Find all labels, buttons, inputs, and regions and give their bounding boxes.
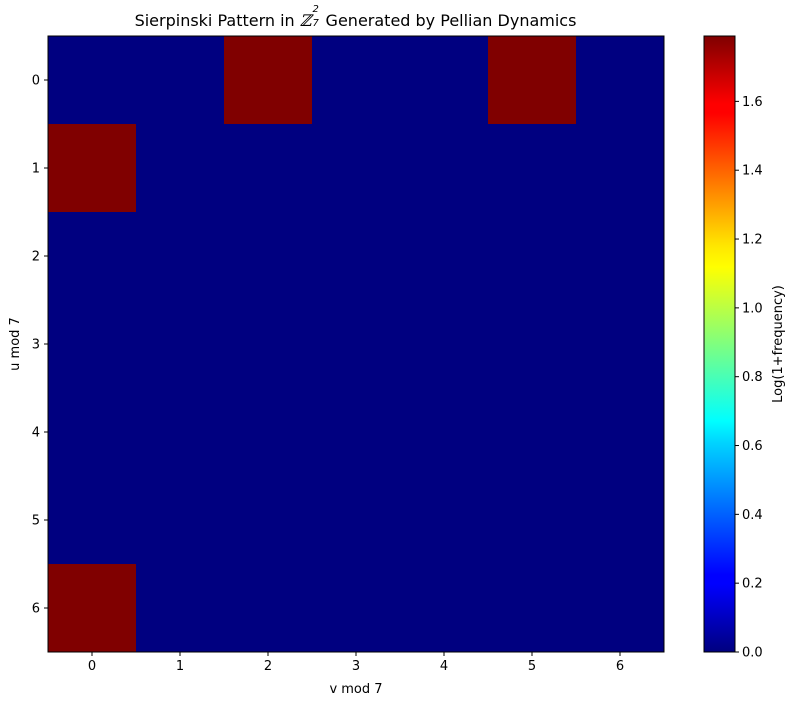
heatmap-cell-r5-c2	[224, 476, 313, 565]
heatmap-cell-r0-c0	[48, 36, 137, 125]
heatmap-cell-r3-c6	[576, 300, 665, 389]
x-tick-label: 6	[616, 659, 624, 674]
x-axis-label: v mod 7	[329, 682, 382, 697]
colorbar-tick-label: 1.6	[742, 95, 763, 110]
heatmap-cell-r3-c3	[312, 300, 401, 389]
y-tick-label: 6	[32, 602, 40, 617]
heatmap-cell-r2-c2	[224, 212, 313, 301]
heatmap-cell-r0-c2	[224, 36, 313, 125]
heatmap-cell-r4-c1	[136, 388, 225, 477]
heatmap-cell-r4-c0	[48, 388, 137, 477]
x-tick-label: 2	[264, 659, 272, 674]
colorbar-tick-label: 0.6	[742, 439, 763, 454]
x-tick-label: 4	[440, 659, 448, 674]
heatmap-cell-r5-c0	[48, 476, 137, 565]
colorbar-tick-label: 0.2	[742, 577, 763, 592]
heatmap-cell-r5-c5	[488, 476, 577, 565]
x-tick-label: 5	[528, 659, 536, 674]
heatmap-cell-r3-c1	[136, 300, 225, 389]
heatmap-cell-r1-c4	[400, 124, 489, 213]
y-axis-label: u mod 7	[8, 317, 23, 371]
y-tick-label: 1	[32, 162, 40, 177]
heatmap-cell-r2-c5	[488, 212, 577, 301]
heatmap-cell-r2-c4	[400, 212, 489, 301]
y-axis: 0 1 2 3 4 5 6	[32, 74, 48, 617]
colorbar-tick-label: 0.8	[742, 370, 763, 385]
heatmap-cell-r5-c6	[576, 476, 665, 565]
heatmap-cell-r6-c3	[312, 564, 401, 653]
heatmap-cell-r4-c5	[488, 388, 577, 477]
heatmap-cell-r4-c2	[224, 388, 313, 477]
colorbar-tick-label: 1.4	[742, 164, 763, 179]
heatmap-cell-r6-c6	[576, 564, 665, 653]
heatmap-cell-r1-c3	[312, 124, 401, 213]
x-tick-label: 0	[88, 659, 96, 674]
x-tick-label: 3	[352, 659, 360, 674]
heatmap-cell-r1-c5	[488, 124, 577, 213]
colorbar	[703, 35, 736, 653]
heatmap-cell-r3-c2	[224, 300, 313, 389]
heatmap-cell-r1-c6	[576, 124, 665, 213]
y-tick-label: 0	[32, 74, 40, 89]
heatmap-cell-r3-c4	[400, 300, 489, 389]
colorbar-ticks: 0.0 0.2 0.4 0.6 0.8 1.0 1.2 1.4 1.6	[735, 95, 763, 661]
heatmap-cell-r0-c5	[488, 36, 577, 125]
heatmap-cell-r5-c3	[312, 476, 401, 565]
heatmap-cell-r3-c0	[48, 300, 137, 389]
heatmap-cell-r6-c2	[224, 564, 313, 653]
heatmap-cell-r6-c0	[48, 564, 137, 653]
colorbar-tick-label: 0.4	[742, 508, 763, 523]
y-tick-label: 2	[32, 250, 40, 265]
heatmap-cell-r5-c1	[136, 476, 225, 565]
heatmap-cells	[48, 36, 665, 653]
heatmap-cell-r2-c3	[312, 212, 401, 301]
heatmap-cell-r0-c6	[576, 36, 665, 125]
y-tick-label: 4	[32, 426, 40, 441]
heatmap-cell-r1-c1	[136, 124, 225, 213]
colorbar-label: Log(1+frequency)	[771, 285, 786, 403]
heatmap-cell-r4-c6	[576, 388, 665, 477]
heatmap-cell-r3-c5	[488, 300, 577, 389]
heatmap-cell-r0-c1	[136, 36, 225, 125]
heatmap-cell-r0-c3	[312, 36, 401, 125]
heatmap-cell-r4-c4	[400, 388, 489, 477]
heatmap-cell-r6-c1	[136, 564, 225, 653]
heatmap-cell-r1-c0	[48, 124, 137, 213]
heatmap-cell-r4-c3	[312, 388, 401, 477]
heatmap-cell-r6-c5	[488, 564, 577, 653]
heatmap-cell-r5-c4	[400, 476, 489, 565]
heatmap-cell-r2-c0	[48, 212, 137, 301]
heatmap-cell-r6-c4	[400, 564, 489, 653]
heatmap-cell-r2-c1	[136, 212, 225, 301]
heatmap-cell-r1-c2	[224, 124, 313, 213]
colorbar-tick-label: 1.0	[742, 301, 763, 316]
y-tick-label: 3	[32, 338, 40, 353]
heatmap-cell-r2-c6	[576, 212, 665, 301]
colorbar-tick-label: 1.2	[742, 233, 763, 248]
y-tick-label: 5	[32, 514, 40, 529]
heatmap-cell-r0-c4	[400, 36, 489, 125]
x-tick-label: 1	[176, 659, 184, 674]
colorbar-tick-label: 0.0	[742, 646, 763, 661]
x-axis: 0 1 2 3 4 5 6	[88, 652, 624, 674]
